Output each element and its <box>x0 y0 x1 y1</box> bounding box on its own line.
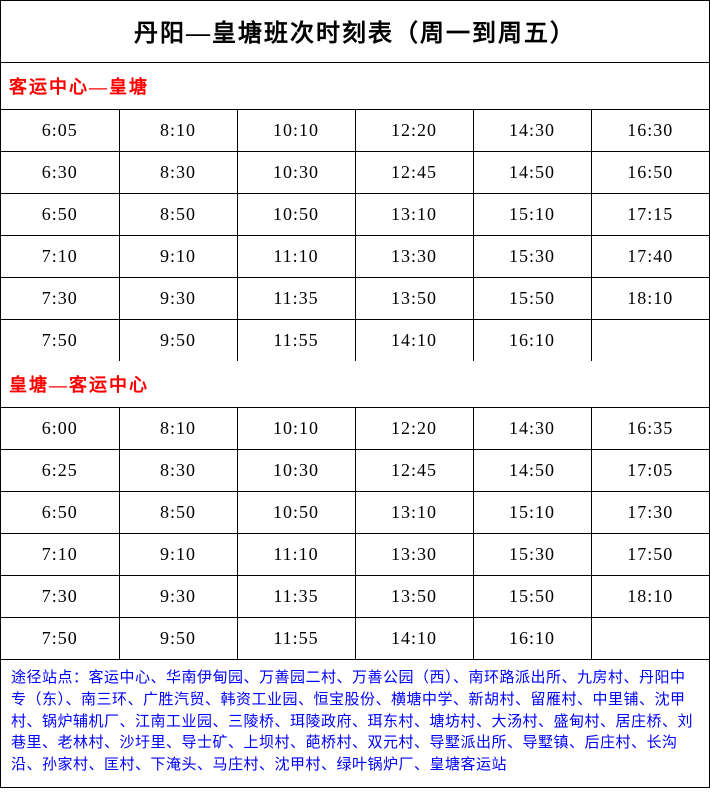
time-cell: 16:35 <box>591 408 709 450</box>
time-cell: 17:15 <box>591 194 709 236</box>
section-2-header: 皇塘—客运中心 <box>1 361 709 408</box>
time-cell: 8:50 <box>119 194 237 236</box>
time-cell: 15:10 <box>473 194 591 236</box>
time-cell: 12:20 <box>355 110 473 152</box>
page-title: 丹阳—皇塘班次时刻表（周一到周五） <box>1 1 709 63</box>
time-cell: 7:30 <box>1 278 119 320</box>
table-row: 6:008:1010:1012:2014:3016:35 <box>1 408 709 450</box>
time-cell: 11:10 <box>237 534 355 576</box>
time-cell: 6:50 <box>1 194 119 236</box>
time-cell: 13:10 <box>355 194 473 236</box>
time-cell: 15:30 <box>473 236 591 278</box>
time-cell: 13:10 <box>355 492 473 534</box>
time-cell: 12:45 <box>355 450 473 492</box>
time-cell: 9:50 <box>119 320 237 362</box>
time-cell: 17:40 <box>591 236 709 278</box>
time-cell: 14:30 <box>473 408 591 450</box>
time-cell: 14:30 <box>473 110 591 152</box>
time-cell: 8:10 <box>119 110 237 152</box>
timetable-2: 6:008:1010:1012:2014:3016:356:258:3010:3… <box>1 408 709 659</box>
time-cell: 13:30 <box>355 236 473 278</box>
time-cell: 6:00 <box>1 408 119 450</box>
time-cell: 6:05 <box>1 110 119 152</box>
timetable-container: 丹阳—皇塘班次时刻表（周一到周五） 客运中心—皇塘 6:058:1010:101… <box>0 0 710 788</box>
time-cell: 10:30 <box>237 450 355 492</box>
time-cell: 8:30 <box>119 152 237 194</box>
time-cell: 16:30 <box>591 110 709 152</box>
time-cell: 17:50 <box>591 534 709 576</box>
time-cell: 15:50 <box>473 278 591 320</box>
table-row: 6:508:5010:5013:1015:1017:30 <box>1 492 709 534</box>
time-cell: 9:30 <box>119 576 237 618</box>
table-row: 6:508:5010:5013:1015:1017:15 <box>1 194 709 236</box>
time-cell <box>591 320 709 362</box>
time-cell: 11:55 <box>237 320 355 362</box>
time-cell: 11:35 <box>237 576 355 618</box>
time-cell: 6:25 <box>1 450 119 492</box>
time-cell: 13:30 <box>355 534 473 576</box>
time-cell: 15:50 <box>473 576 591 618</box>
time-cell: 8:10 <box>119 408 237 450</box>
time-cell: 16:50 <box>591 152 709 194</box>
time-cell: 7:10 <box>1 534 119 576</box>
table-row: 7:109:1011:1013:3015:3017:40 <box>1 236 709 278</box>
time-cell: 14:50 <box>473 152 591 194</box>
table-row: 6:308:3010:3012:4514:5016:50 <box>1 152 709 194</box>
table-row: 7:509:5011:5514:1016:10 <box>1 320 709 362</box>
time-cell: 17:30 <box>591 492 709 534</box>
time-cell: 13:50 <box>355 278 473 320</box>
time-cell: 10:30 <box>237 152 355 194</box>
table-row: 6:258:3010:3012:4514:5017:05 <box>1 450 709 492</box>
time-cell: 14:10 <box>355 320 473 362</box>
time-cell: 8:50 <box>119 492 237 534</box>
time-cell: 11:10 <box>237 236 355 278</box>
time-cell: 8:30 <box>119 450 237 492</box>
time-cell: 16:10 <box>473 618 591 660</box>
time-cell: 16:10 <box>473 320 591 362</box>
time-cell: 10:50 <box>237 194 355 236</box>
time-cell: 18:10 <box>591 278 709 320</box>
time-cell: 18:10 <box>591 576 709 618</box>
table-row: 7:309:3011:3513:5015:5018:10 <box>1 576 709 618</box>
table-row: 6:058:1010:1012:2014:3016:30 <box>1 110 709 152</box>
section-1-header: 客运中心—皇塘 <box>1 63 709 110</box>
time-cell: 7:30 <box>1 576 119 618</box>
table-row: 7:509:5011:5514:1016:10 <box>1 618 709 660</box>
time-cell: 10:50 <box>237 492 355 534</box>
timetable-1: 6:058:1010:1012:2014:3016:306:308:3010:3… <box>1 110 709 361</box>
time-cell: 6:50 <box>1 492 119 534</box>
time-cell: 9:10 <box>119 534 237 576</box>
time-cell: 13:50 <box>355 576 473 618</box>
time-cell: 14:50 <box>473 450 591 492</box>
footer-note: 途径站点：客运中心、华南伊甸园、万善园二村、万善公园（西）、南环路派出所、九房村… <box>1 659 709 787</box>
time-cell: 10:10 <box>237 408 355 450</box>
time-cell: 15:10 <box>473 492 591 534</box>
time-cell: 9:10 <box>119 236 237 278</box>
time-cell: 10:10 <box>237 110 355 152</box>
time-cell: 17:05 <box>591 450 709 492</box>
table-row: 7:109:1011:1013:3015:3017:50 <box>1 534 709 576</box>
time-cell: 14:10 <box>355 618 473 660</box>
time-cell: 11:55 <box>237 618 355 660</box>
time-cell: 7:10 <box>1 236 119 278</box>
time-cell: 9:30 <box>119 278 237 320</box>
time-cell: 11:35 <box>237 278 355 320</box>
table-row: 7:309:3011:3513:5015:5018:10 <box>1 278 709 320</box>
time-cell: 12:45 <box>355 152 473 194</box>
time-cell: 15:30 <box>473 534 591 576</box>
time-cell: 12:20 <box>355 408 473 450</box>
time-cell: 6:30 <box>1 152 119 194</box>
time-cell: 7:50 <box>1 320 119 362</box>
time-cell <box>591 618 709 660</box>
time-cell: 9:50 <box>119 618 237 660</box>
time-cell: 7:50 <box>1 618 119 660</box>
